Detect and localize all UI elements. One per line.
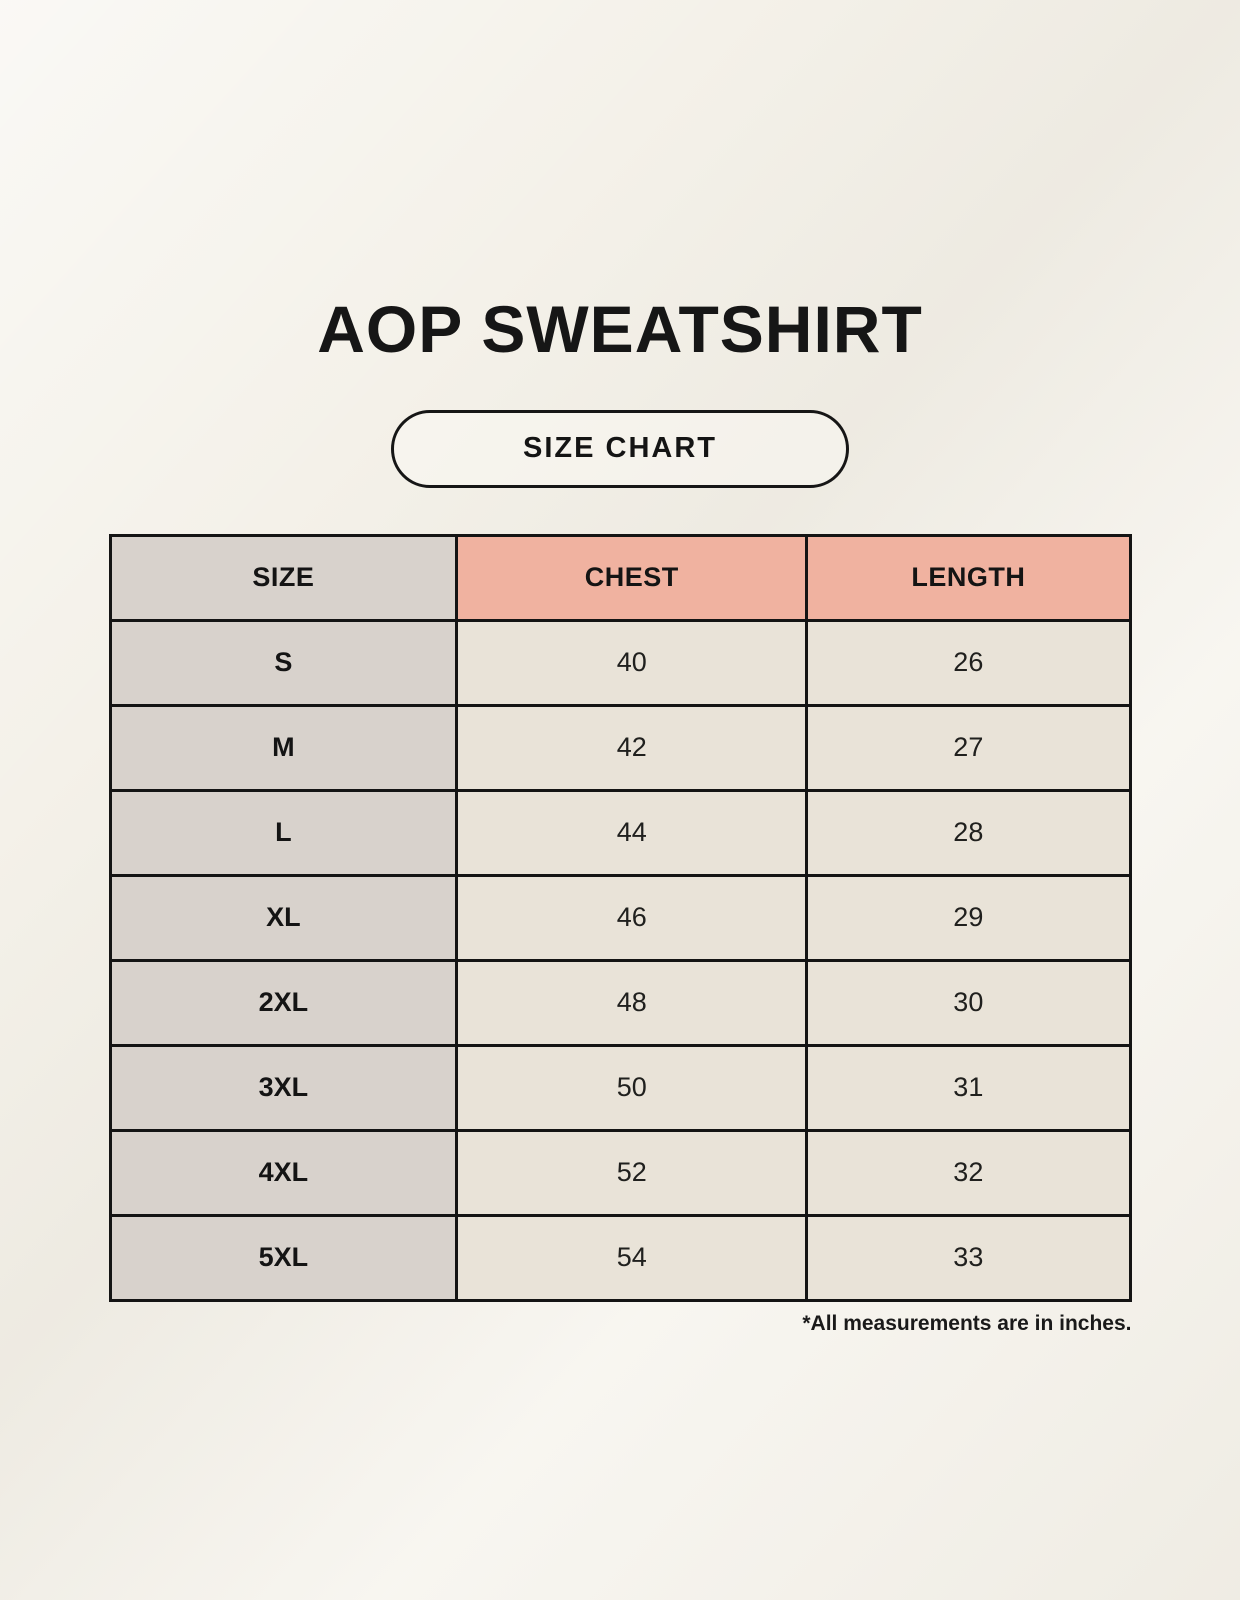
table-row: L 44 28 [108, 788, 1132, 877]
size-cell: 3XL [108, 1043, 459, 1132]
measurements-footnote: *All measurements are in inches. [802, 1311, 1132, 1335]
length-cell: 28 [805, 788, 1132, 877]
table-row: XL 46 29 [108, 873, 1132, 962]
size-chart-pill: SIZE CHART [391, 409, 849, 488]
length-cell: 33 [805, 1213, 1132, 1302]
size-cell: L [108, 788, 459, 877]
length-cell: 27 [805, 703, 1132, 792]
chest-cell: 50 [455, 1043, 809, 1132]
size-table-container: SIZE CHEST LENGTH S 40 26 M 42 27 L 44 28 XL 46 29 2… [108, 533, 1132, 1302]
table-header-row: SIZE CHEST LENGTH [108, 533, 1132, 622]
length-cell: 29 [805, 873, 1132, 962]
length-cell: 30 [805, 958, 1132, 1047]
header-length: LENGTH [805, 533, 1132, 622]
size-cell: 2XL [108, 958, 459, 1047]
header-chest: CHEST [455, 533, 809, 622]
size-cell: 5XL [108, 1213, 459, 1302]
size-cell: 4XL [108, 1128, 459, 1217]
table-row: 2XL 48 30 [108, 958, 1132, 1047]
size-cell: XL [108, 873, 459, 962]
chest-cell: 42 [455, 703, 809, 792]
page-title: AOP SWEATSHIRT [317, 292, 923, 366]
chest-cell: 52 [455, 1128, 809, 1217]
table-row: S 40 26 [108, 618, 1132, 707]
table-row: 5XL 54 33 [108, 1213, 1132, 1302]
length-cell: 32 [805, 1128, 1132, 1217]
size-cell: S [108, 618, 459, 707]
length-cell: 31 [805, 1043, 1132, 1132]
table-row: 4XL 52 32 [108, 1128, 1132, 1217]
header-size: SIZE [108, 533, 459, 622]
chest-cell: 40 [455, 618, 809, 707]
length-cell: 26 [805, 618, 1132, 707]
chest-cell: 48 [455, 958, 809, 1047]
chest-cell: 54 [455, 1213, 809, 1302]
table-row: 3XL 50 31 [108, 1043, 1132, 1132]
size-table: SIZE CHEST LENGTH S 40 26 M 42 27 L 44 28 XL 46 29 2… [108, 533, 1132, 1302]
size-chart-pill-label: SIZE CHART [523, 432, 717, 465]
chest-cell: 46 [455, 873, 809, 962]
chest-cell: 44 [455, 788, 809, 877]
size-cell: M [108, 703, 459, 792]
table-row: M 42 27 [108, 703, 1132, 792]
